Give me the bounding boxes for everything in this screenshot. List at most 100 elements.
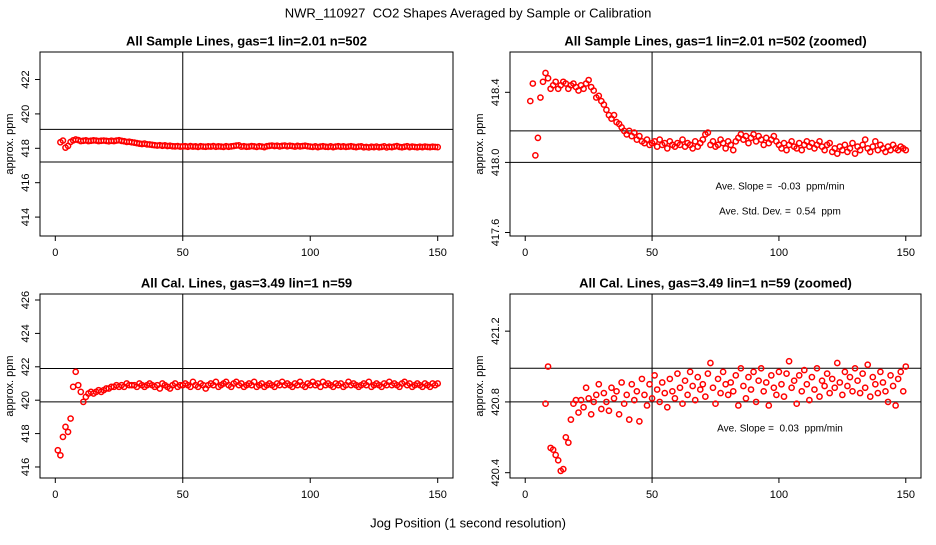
data-point <box>603 398 610 406</box>
data-point <box>600 101 608 108</box>
data-point <box>54 446 62 454</box>
data-point <box>773 391 780 399</box>
data-point <box>542 400 549 408</box>
data-point <box>600 389 608 397</box>
data-point <box>212 378 220 386</box>
x-tick-label: 50 <box>177 489 189 501</box>
data-point <box>849 387 856 395</box>
y-axis-label: approx. ppm <box>4 113 16 174</box>
data-point <box>623 391 631 399</box>
data-point <box>636 418 643 425</box>
data-point <box>719 368 727 376</box>
data-point <box>869 373 877 381</box>
data-point <box>539 78 547 86</box>
y-tick-label: 420 <box>20 105 32 123</box>
data-point <box>871 138 879 145</box>
y-tick-label: 417.6 <box>490 219 502 247</box>
data-point <box>648 395 656 402</box>
data-point <box>745 139 752 147</box>
data-point <box>656 136 664 143</box>
data-point <box>575 409 582 416</box>
data-point <box>839 391 846 399</box>
data-point <box>707 359 714 367</box>
x-tick-label: 150 <box>897 489 915 501</box>
data-point <box>679 400 686 408</box>
y-tick-label: 418 <box>20 139 32 157</box>
data-point <box>892 402 899 409</box>
data-point <box>585 76 592 84</box>
data-point <box>851 364 859 372</box>
data-point <box>577 396 585 404</box>
data-point <box>816 393 823 400</box>
panel: All Sample Lines, gas=1 lin=2.01 n=502 ap… <box>4 33 454 259</box>
data-point <box>780 393 788 400</box>
data-point <box>77 388 85 396</box>
data-point <box>643 136 651 143</box>
data-point <box>691 396 699 404</box>
data-point <box>798 146 806 154</box>
data-point <box>757 364 765 372</box>
data-point <box>818 377 826 385</box>
data-point <box>661 389 669 397</box>
data-point <box>559 465 567 473</box>
data-point <box>658 379 666 386</box>
x-tick-label: 0 <box>522 489 528 501</box>
data-point <box>628 380 636 388</box>
data-point <box>866 393 874 400</box>
data-point <box>856 389 864 397</box>
data-point <box>544 74 552 82</box>
data-point <box>676 384 684 392</box>
data-point <box>894 375 902 383</box>
data-point <box>666 375 674 383</box>
data-point <box>747 386 755 393</box>
data-point <box>887 372 894 379</box>
y-axis-label: approx. ppm <box>4 355 16 416</box>
y-tick-label: 420.4 <box>490 459 502 487</box>
y-tick-label: 422 <box>20 70 32 88</box>
data-point <box>800 366 808 374</box>
data-point <box>656 398 664 406</box>
data-point <box>788 384 795 392</box>
data-point <box>62 423 69 431</box>
data-point <box>67 415 74 422</box>
data-point <box>580 85 587 93</box>
data-point <box>585 395 592 402</box>
y-tick-label: 418.4 <box>490 79 502 107</box>
data-point <box>636 132 643 140</box>
panel: All Cal. Lines, gas=3.49 lin=1 n=59 appro… <box>4 275 454 501</box>
data-point <box>605 407 613 415</box>
data-point <box>431 143 439 151</box>
data-point <box>755 377 762 385</box>
data-point <box>877 368 884 376</box>
y-tick-label: 420 <box>20 391 32 409</box>
y-tick-label: 422 <box>20 358 32 376</box>
x-tick-label: 100 <box>301 247 319 259</box>
data-point <box>250 378 258 386</box>
data-point <box>618 379 625 386</box>
data-point <box>882 387 889 395</box>
data-point <box>646 380 653 388</box>
x-tick-label: 100 <box>770 489 788 501</box>
data-point <box>613 387 620 395</box>
data-point <box>841 141 849 149</box>
data-point <box>712 400 719 408</box>
data-point <box>874 389 882 397</box>
data-point <box>854 377 861 385</box>
plot-area <box>510 52 921 236</box>
data-point <box>859 370 866 377</box>
data-point <box>808 373 816 381</box>
data-point <box>729 146 737 154</box>
x-tick-label: 100 <box>301 489 319 501</box>
data-point <box>803 380 811 388</box>
data-point <box>590 87 598 94</box>
data-point <box>72 368 80 376</box>
data-point <box>630 129 638 136</box>
x-tick-label: 50 <box>177 247 189 259</box>
data-point <box>841 368 849 376</box>
data-point <box>831 384 839 392</box>
data-point <box>821 382 828 390</box>
data-point <box>434 143 442 151</box>
data-point <box>696 386 704 393</box>
